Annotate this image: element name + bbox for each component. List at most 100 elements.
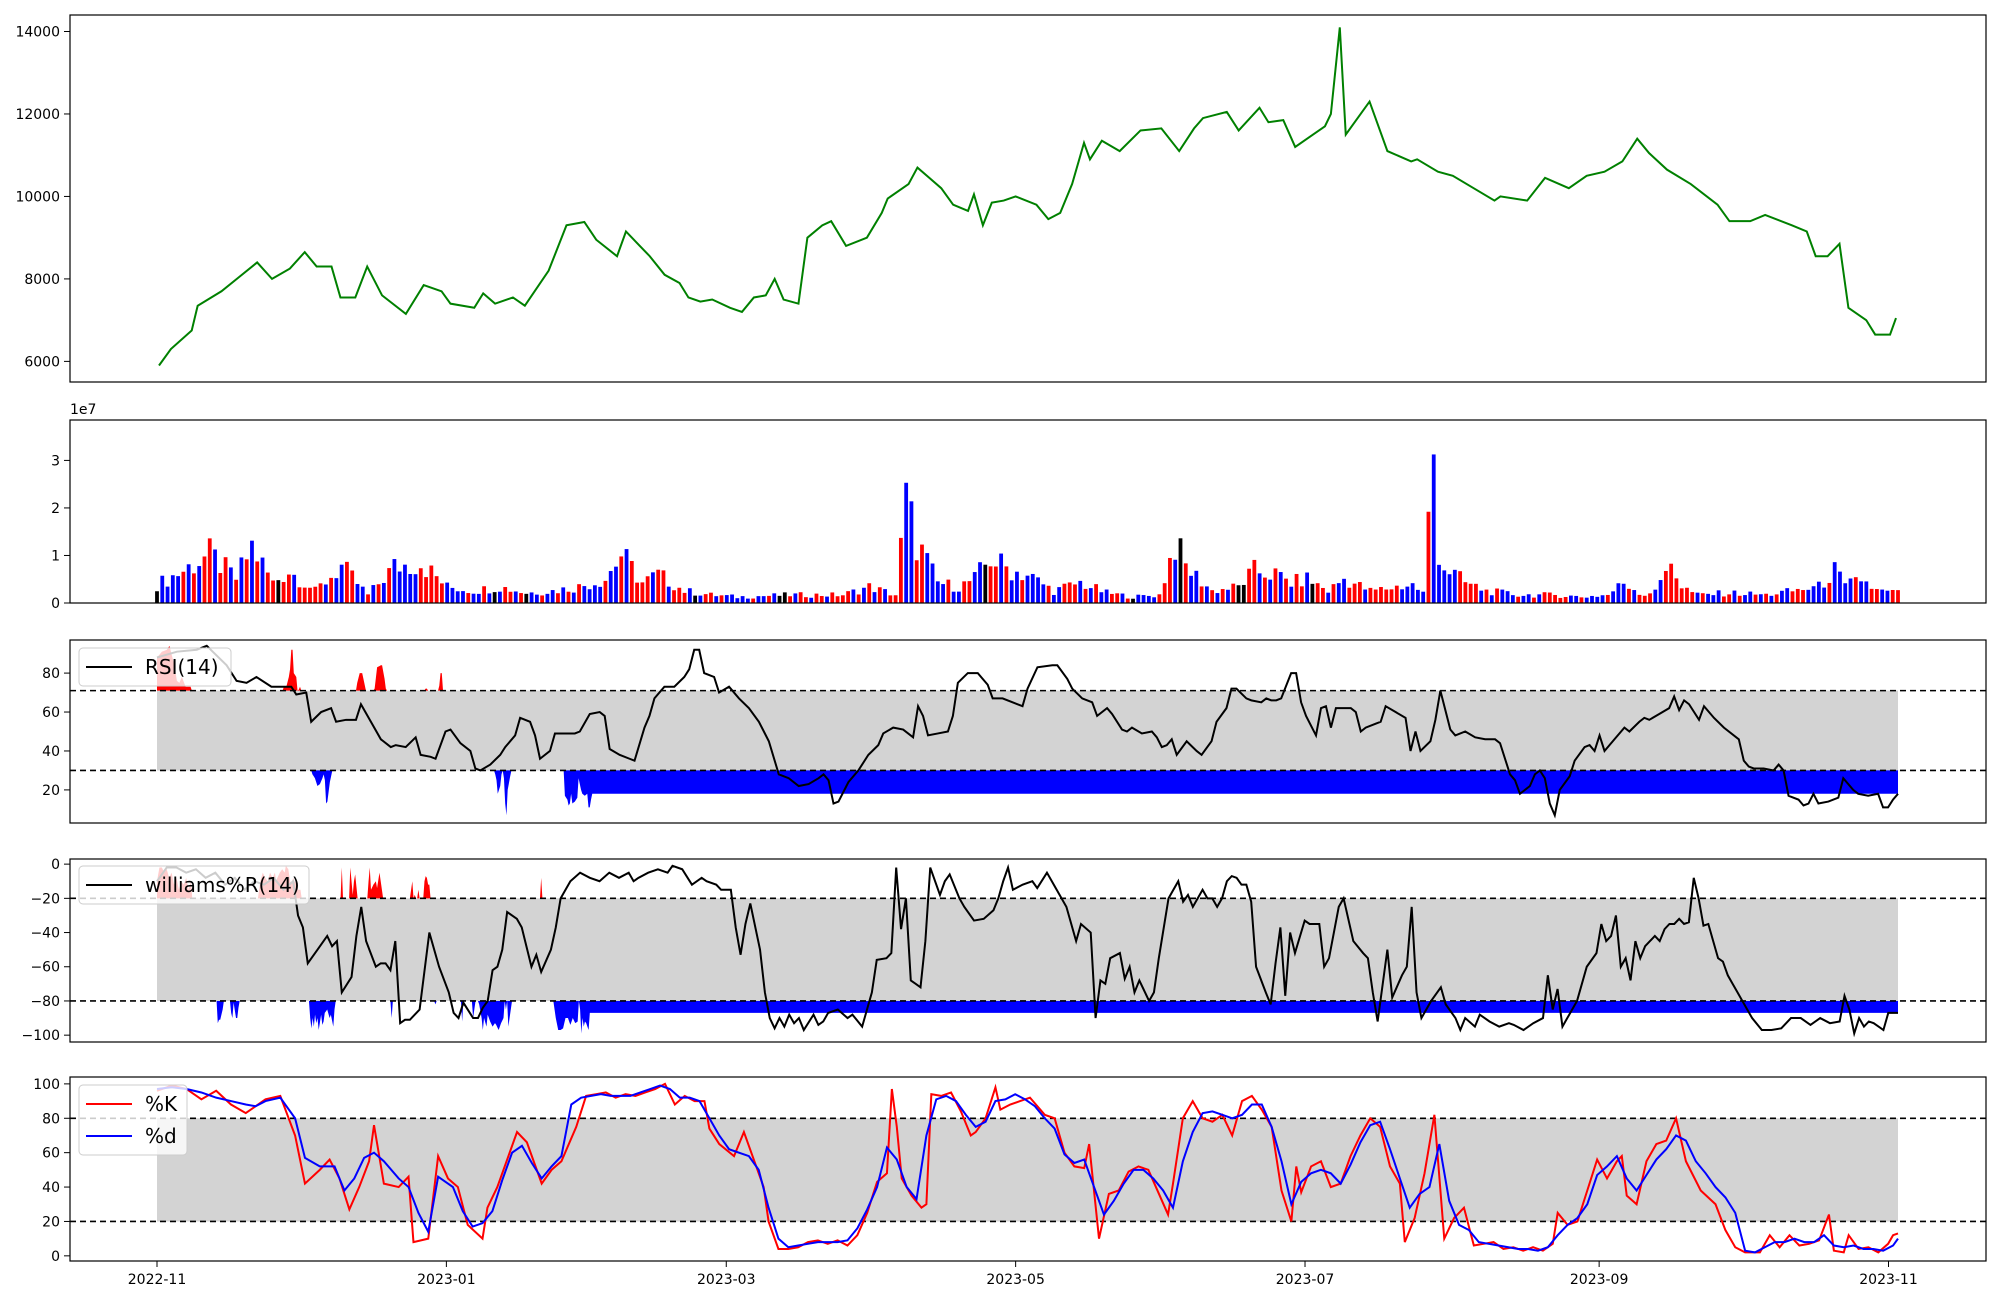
volume-bar	[730, 594, 734, 603]
volume-bar	[846, 591, 851, 603]
volume-bar	[577, 584, 581, 603]
volume-bar	[1579, 597, 1584, 603]
d-legend-label: %d	[145, 1124, 177, 1148]
volume-bar	[302, 587, 307, 603]
volume-bar	[777, 595, 782, 603]
volume-bar	[1526, 594, 1531, 603]
volume-bar	[935, 581, 940, 603]
volume-bar	[993, 566, 998, 603]
volume-bar	[1067, 582, 1072, 603]
volume-bar	[1801, 590, 1805, 603]
volume-bar	[1004, 566, 1009, 603]
williams-neutral-band	[157, 898, 1898, 1001]
x-tick-label: 2023-07	[1276, 1272, 1335, 1288]
volume-bar	[540, 595, 545, 603]
volume-bar	[207, 538, 212, 603]
stochastic-axes-frame	[69, 1076, 1987, 1262]
volume-bar	[830, 592, 835, 603]
williams-ytick-label: −40	[30, 926, 60, 942]
volume-bar	[1400, 589, 1404, 603]
volume-bar	[181, 571, 186, 603]
volume-bar	[972, 572, 977, 603]
rsi-ytick-label: 20	[42, 783, 60, 799]
k-line	[156, 1082, 1899, 1254]
volume-bar	[1874, 589, 1879, 603]
williams-axes-frame	[69, 858, 1987, 1043]
rsi-ytick-label: 40	[42, 744, 60, 760]
price-line	[158, 27, 1897, 367]
volume-bar	[1305, 572, 1310, 603]
volume-bar	[450, 587, 455, 603]
volume-bar	[429, 565, 434, 603]
volume-ytick-label: 2	[51, 501, 60, 517]
volume-bar	[1547, 592, 1552, 603]
volume-bar	[1679, 588, 1684, 603]
volume-bar	[598, 586, 603, 603]
stochastic-ytick-label: 40	[42, 1180, 60, 1196]
volume-bar	[1421, 591, 1426, 603]
price-ytick-label: 6000	[24, 354, 60, 370]
volume-bar	[561, 587, 566, 603]
volume-bar	[951, 591, 956, 603]
volume-bar	[793, 593, 798, 603]
williams-legend: williams%R(14)	[78, 865, 310, 905]
volume-bar	[1178, 538, 1183, 603]
volume-bar	[983, 564, 988, 603]
williams-panel: −100 −80 −60 −40 −20 0 williams%R(14)	[22, 857, 1987, 1044]
volume-bar	[719, 595, 724, 603]
volume-bar	[524, 593, 529, 603]
x-tick-label: 2023-11	[1859, 1272, 1918, 1288]
volume-bar	[1299, 586, 1304, 603]
volume-bar	[339, 564, 344, 603]
volume-bar	[360, 586, 365, 603]
volume-bar	[798, 592, 803, 603]
volume-bar	[1099, 592, 1104, 603]
volume-bar	[350, 570, 355, 603]
volume-bar	[1537, 594, 1542, 603]
volume-bar	[1848, 578, 1853, 603]
volume-bar	[213, 549, 217, 603]
volume-bar	[682, 592, 687, 603]
volume-bar	[1347, 587, 1352, 603]
volume-bar	[498, 591, 502, 603]
volume-bar	[534, 594, 539, 603]
volume-bar	[1753, 594, 1758, 603]
volume-bar	[1532, 597, 1536, 603]
volume-bar	[1452, 569, 1457, 603]
stochastic-ytick-label: 60	[42, 1146, 60, 1162]
volume-bar	[1215, 593, 1220, 603]
volume-bar	[640, 582, 645, 603]
volume-bar	[329, 577, 333, 603]
volume-bar	[318, 583, 323, 603]
volume-bar	[165, 586, 170, 603]
volume-bar	[1832, 562, 1837, 603]
stochastic-legend: %K %d	[78, 1084, 188, 1156]
volume-bar	[1838, 571, 1842, 603]
k-legend-label: %K	[145, 1092, 178, 1116]
volume-bar	[418, 568, 423, 603]
volume-bar	[1125, 598, 1130, 603]
volume-bar	[687, 588, 692, 603]
volume-bar	[978, 562, 982, 603]
stochastic-ytick-label: 0	[51, 1249, 60, 1265]
williams-ytick-label: −80	[30, 994, 60, 1010]
volume-bar	[545, 593, 550, 603]
volume-bar	[1157, 594, 1162, 603]
volume-bar	[434, 576, 439, 603]
volume-bar	[1405, 586, 1410, 603]
volume-bar	[867, 583, 872, 603]
volume-bar	[782, 592, 787, 603]
x-tick-label: 2022-11	[128, 1272, 187, 1288]
volume-bar	[1822, 587, 1827, 603]
volume-bar	[1394, 585, 1399, 603]
volume-ytick-label: 1	[51, 548, 60, 564]
volume-bar	[292, 574, 297, 603]
volume-bar	[1685, 587, 1689, 603]
volume-bar	[804, 597, 808, 603]
volume-bar	[1563, 596, 1568, 603]
rsi-overbought-fill	[157, 645, 1898, 691]
stochastic-legend-box	[78, 1084, 188, 1156]
volume-bar	[1690, 592, 1695, 603]
williams-legend-box	[78, 865, 310, 905]
volume-bar	[1315, 583, 1320, 603]
